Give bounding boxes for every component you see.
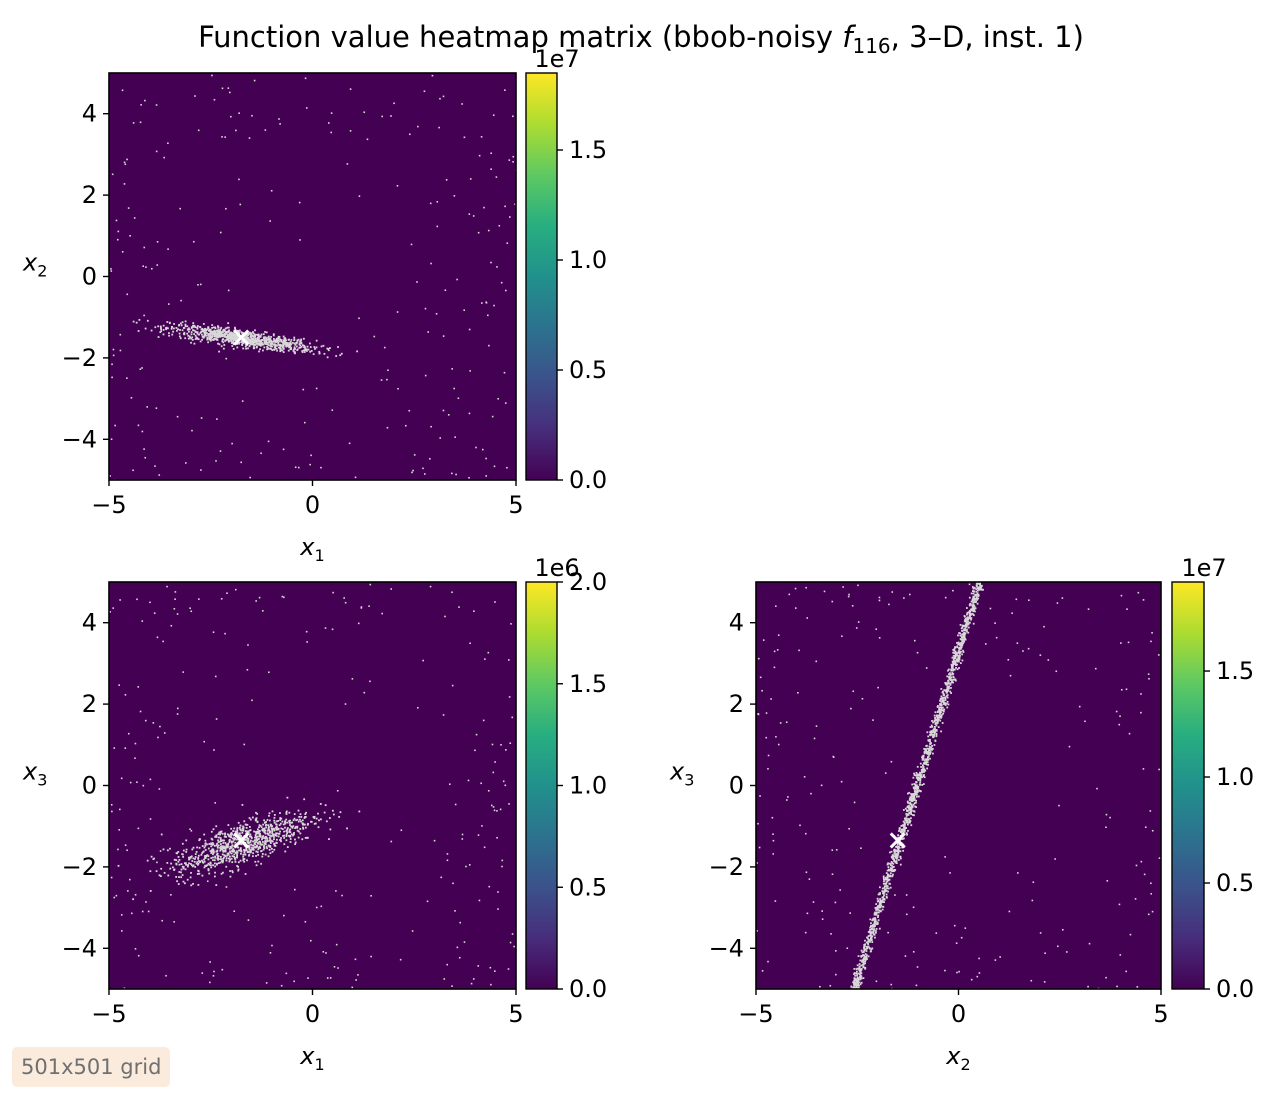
y-tick-label: −2: [62, 344, 97, 372]
y-tick-label: 0: [729, 772, 744, 800]
colorbar-tick-label: 0.0: [569, 975, 607, 1003]
colorbar-tick-label: 0.5: [569, 873, 607, 901]
y-tick-label: 2: [82, 690, 97, 718]
x-tick-label: 5: [1153, 1000, 1168, 1028]
x-tick-label: −5: [91, 1000, 126, 1028]
colorbar: 0.0 0.5 1.0 1.5 1e7: [1171, 554, 1254, 1003]
x-tick-label: 0: [951, 1000, 966, 1028]
x-tick-label: −5: [738, 1000, 773, 1028]
y-tick-label: −2: [62, 853, 97, 881]
heatmap-field: [756, 582, 1161, 989]
colorbar: 0.0 0.5 1.0 1.5 1e7: [525, 45, 607, 494]
heatmap-panel-x1-x2: −5 0 5 −4 −2 0 2 4 x1 x2 0.0 0.5 1.0 1.5 1e7: [22, 45, 607, 565]
y-axis-label: x3: [669, 758, 694, 790]
x-tick-label: 0: [305, 491, 320, 519]
noise-points: [109, 74, 516, 480]
y-axis-label: x3: [22, 758, 47, 790]
optimum-marker: [889, 832, 906, 849]
heatmap-field: [109, 73, 516, 480]
noise-points: [756, 582, 1161, 989]
y-tick-label: 2: [729, 690, 744, 718]
colorbar-tick-label: 1.0: [1216, 763, 1254, 791]
optimum-marker: [233, 329, 250, 346]
noise-points: [109, 583, 516, 989]
colorbar-tick-label: 1.5: [569, 670, 607, 698]
x-tick-label: −5: [91, 491, 126, 519]
colorbar-tick-label: 0.0: [1216, 975, 1254, 1003]
y-tick-label: −4: [62, 934, 97, 962]
colorbar-offset-label: 1e7: [534, 45, 579, 73]
figure-title: Function value heatmap matrix (bbob-nois…: [198, 20, 1084, 58]
colorbar-tick-label: 1.0: [569, 772, 607, 800]
y-tick-label: −4: [62, 425, 97, 453]
y-tick-label: 4: [82, 100, 97, 128]
colorbar-tick-label: 0.5: [569, 356, 607, 384]
optimum-marker: [233, 832, 250, 849]
y-tick-label: 4: [82, 609, 97, 637]
heatmap-panel-x2-x3: −5 0 5 −4 −2 0 2 4 x2 x3 0.0 0.5 1.0 1.5 1e7: [669, 554, 1254, 1074]
x-axis-label: x1: [299, 1042, 324, 1074]
y-tick-label: −2: [709, 853, 744, 881]
x-axis-label: x1: [299, 533, 324, 565]
y-tick-label: −4: [709, 934, 744, 962]
x-tick-label: 5: [508, 1000, 523, 1028]
colorbar-tick-label: 0.0: [569, 466, 607, 494]
y-tick-label: 4: [729, 609, 744, 637]
x-tick-label: 0: [305, 1000, 320, 1028]
heatmap-field: [109, 582, 516, 989]
colorbar-offset-label: 1e7: [1181, 554, 1226, 582]
colorbar-tick-label: 0.5: [1216, 869, 1254, 897]
colorbar-tick-label: 1.5: [1216, 657, 1254, 685]
y-tick-label: 0: [82, 263, 97, 291]
x-tick-label: 5: [508, 491, 523, 519]
colorbar-gradient: [525, 581, 558, 990]
colorbar-gradient: [1171, 581, 1205, 990]
x-axis-label: x2: [945, 1042, 970, 1074]
grid-size-badge: 501x501 grid: [12, 1047, 171, 1087]
colorbar-tick-label: 2.0: [569, 568, 607, 596]
colorbar-gradient: [525, 72, 558, 481]
colorbar-tick-label: 1.5: [569, 136, 607, 164]
y-axis-label: x2: [22, 249, 47, 281]
y-tick-label: 2: [82, 181, 97, 209]
y-tick-label: 0: [82, 772, 97, 800]
colorbar-tick-label: 1.0: [569, 246, 607, 274]
colorbar-offset-label: 1e6: [534, 554, 579, 582]
